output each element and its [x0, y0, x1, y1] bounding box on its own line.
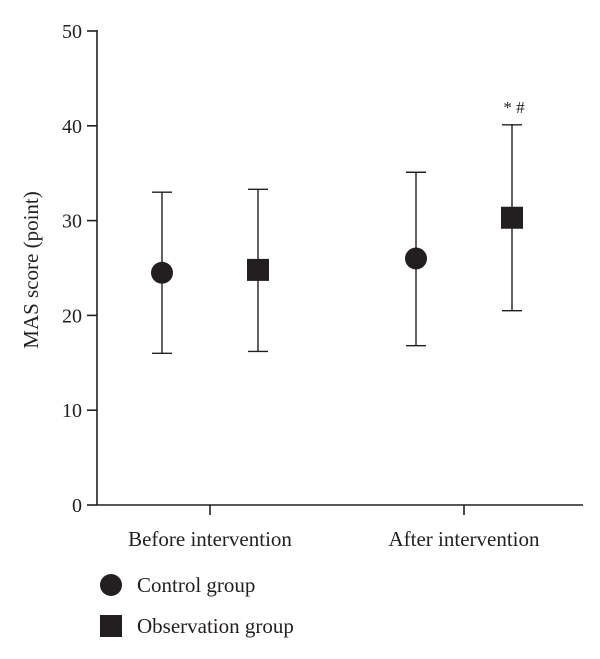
x-category-label: Before intervention	[128, 527, 292, 551]
y-tick-label: 40	[62, 116, 82, 138]
data-point-circle	[405, 247, 427, 270]
legend-marker-circle	[100, 574, 122, 596]
data-point-circle	[151, 261, 173, 284]
x-category-label: After intervention	[388, 527, 540, 551]
data-point-square	[247, 258, 269, 281]
y-tick-label: 30	[62, 211, 82, 233]
legend: Control group Observation group	[100, 573, 294, 638]
y-tick-label: 50	[62, 21, 82, 43]
legend-label: Control group	[137, 573, 255, 597]
legend-label: Observation group	[137, 614, 294, 638]
plot-area: 0 10 20 30 40 50 Before intervention After inte…	[62, 21, 583, 551]
legend-marker-square	[100, 615, 122, 637]
y-tick-label: 0	[72, 495, 82, 517]
significance-annotation: * #	[503, 98, 525, 117]
y-tick-label: 20	[62, 305, 82, 327]
y-tick-label: 10	[62, 400, 82, 422]
data-point-square	[501, 206, 523, 229]
y-axis-label: MAS score (point)	[19, 191, 43, 348]
